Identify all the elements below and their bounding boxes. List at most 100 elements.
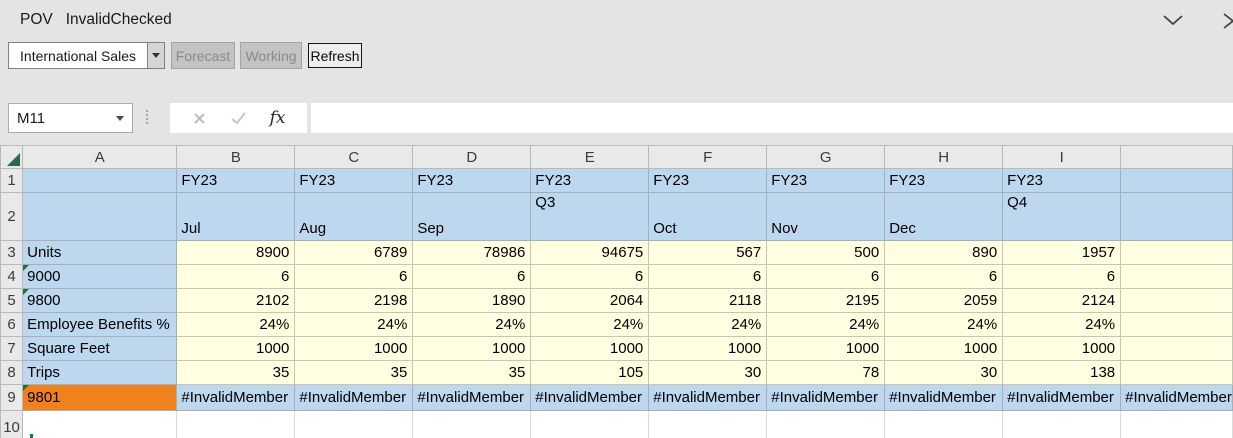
cell-F10[interactable]	[648, 410, 768, 438]
row-header-2[interactable]: 2	[0, 192, 24, 241]
cell-clipped-10[interactable]	[1120, 410, 1233, 438]
cell-F2[interactable]: Oct	[648, 192, 768, 241]
row-header-4[interactable]: 4	[0, 264, 24, 289]
pov-dimension-select[interactable]: International Sales	[8, 42, 165, 69]
cell-E5[interactable]: 2064	[530, 288, 650, 313]
cell-C6[interactable]: 24%	[294, 312, 414, 337]
cell-clipped-8[interactable]	[1120, 360, 1233, 385]
cell-B2[interactable]: Jul	[176, 192, 296, 241]
cell-D9[interactable]: #InvalidMember	[412, 384, 532, 411]
cell-H8[interactable]: 30	[884, 360, 1004, 385]
cell-C2[interactable]: Aug	[294, 192, 414, 241]
col-header-I[interactable]: I	[1002, 145, 1122, 169]
cell-B8[interactable]: 35	[176, 360, 296, 385]
cell-I1[interactable]: FY23	[1002, 168, 1122, 193]
cell-clipped-6[interactable]	[1120, 312, 1233, 337]
col-header-clipped[interactable]	[1120, 145, 1233, 169]
select-all-button[interactable]	[0, 145, 24, 169]
cell-F3[interactable]: 567	[648, 240, 768, 265]
col-header-B[interactable]: B	[176, 145, 296, 169]
cell-C3[interactable]: 6789	[294, 240, 414, 265]
cell-clipped-4[interactable]	[1120, 264, 1233, 289]
cell-C7[interactable]: 1000	[294, 336, 414, 361]
cell-C5[interactable]: 2198	[294, 288, 414, 313]
cell-H7[interactable]: 1000	[884, 336, 1004, 361]
cell-I5[interactable]: 2124	[1002, 288, 1122, 313]
cell-H5[interactable]: 2059	[884, 288, 1004, 313]
cell-E9[interactable]: #InvalidMember	[530, 384, 650, 411]
cell-A6[interactable]: Employee Benefits %	[22, 312, 178, 337]
row-header-10[interactable]: 10	[0, 410, 24, 438]
cell-D1[interactable]: FY23	[412, 168, 532, 193]
cell-E4[interactable]: 6	[530, 264, 650, 289]
cell-E1[interactable]: FY23	[530, 168, 650, 193]
cell-F4[interactable]: 6	[648, 264, 768, 289]
cell-C8[interactable]: 35	[294, 360, 414, 385]
cell-H2[interactable]: Dec	[884, 192, 1004, 241]
chevron-down-icon[interactable]	[1162, 13, 1184, 27]
cell-F1[interactable]: FY23	[648, 168, 768, 193]
cell-I3[interactable]: 1957	[1002, 240, 1122, 265]
cell-D7[interactable]: 1000	[412, 336, 532, 361]
cell-F7[interactable]: 1000	[648, 336, 768, 361]
cell-D6[interactable]: 24%	[412, 312, 532, 337]
cell-A1[interactable]	[22, 168, 178, 193]
cell-A2[interactable]	[22, 192, 178, 241]
name-box[interactable]: M11	[8, 103, 133, 133]
cell-A10[interactable]	[22, 410, 178, 438]
cell-C1[interactable]: FY23	[294, 168, 414, 193]
cell-A5[interactable]: 9800	[22, 288, 178, 313]
col-header-C[interactable]: C	[294, 145, 414, 169]
cell-I6[interactable]: 24%	[1002, 312, 1122, 337]
cell-E2[interactable]: Q3	[530, 192, 650, 241]
cell-I2[interactable]: Q4	[1002, 192, 1122, 241]
row-header-8[interactable]: 8	[0, 360, 24, 385]
cell-H9[interactable]: #InvalidMember	[884, 384, 1004, 411]
cell-D10[interactable]	[412, 410, 532, 438]
cell-D8[interactable]: 35	[412, 360, 532, 385]
cell-G6[interactable]: 24%	[766, 312, 886, 337]
col-header-D[interactable]: D	[412, 145, 532, 169]
cell-B6[interactable]: 24%	[176, 312, 296, 337]
cell-D3[interactable]: 78986	[412, 240, 532, 265]
cell-H1[interactable]: FY23	[884, 168, 1004, 193]
row-header-9[interactable]: 9	[0, 384, 24, 411]
cell-E6[interactable]: 24%	[530, 312, 650, 337]
row-header-1[interactable]: 1	[0, 168, 24, 193]
cell-B4[interactable]: 6	[176, 264, 296, 289]
formula-input[interactable]	[311, 103, 1233, 133]
row-header-3[interactable]: 3	[0, 240, 24, 265]
cell-D5[interactable]: 1890	[412, 288, 532, 313]
cell-C9[interactable]: #InvalidMember	[294, 384, 414, 411]
cell-F6[interactable]: 24%	[648, 312, 768, 337]
cell-C4[interactable]: 6	[294, 264, 414, 289]
pov-dimension-value[interactable]: International Sales	[8, 42, 148, 69]
cell-B7[interactable]: 1000	[176, 336, 296, 361]
cell-G4[interactable]: 6	[766, 264, 886, 289]
cell-A9[interactable]: 9801	[22, 384, 178, 411]
cell-G8[interactable]: 78	[766, 360, 886, 385]
cell-A3[interactable]: Units	[22, 240, 178, 265]
cell-I9[interactable]: #InvalidMember	[1002, 384, 1122, 411]
cell-A7[interactable]: Square Feet	[22, 336, 178, 361]
row-header-7[interactable]: 7	[0, 336, 24, 361]
name-box-dropdown-icon[interactable]	[116, 115, 124, 121]
cell-clipped-3[interactable]	[1120, 240, 1233, 265]
cell-F9[interactable]: #InvalidMember	[648, 384, 768, 411]
cell-F8[interactable]: 30	[648, 360, 768, 385]
cell-E10[interactable]	[530, 410, 650, 438]
col-header-G[interactable]: G	[766, 145, 886, 169]
cell-G2[interactable]: Nov	[766, 192, 886, 241]
cell-G10[interactable]	[766, 410, 886, 438]
cell-E8[interactable]: 105	[530, 360, 650, 385]
cell-G1[interactable]: FY23	[766, 168, 886, 193]
row-header-5[interactable]: 5	[0, 288, 24, 313]
cell-H3[interactable]: 890	[884, 240, 1004, 265]
col-header-E[interactable]: E	[530, 145, 650, 169]
cell-D4[interactable]: 6	[412, 264, 532, 289]
cell-I10[interactable]	[1002, 410, 1122, 438]
cell-I7[interactable]: 1000	[1002, 336, 1122, 361]
row-header-6[interactable]: 6	[0, 312, 24, 337]
insert-function-icon[interactable]: fx	[269, 108, 286, 128]
cell-G7[interactable]: 1000	[766, 336, 886, 361]
